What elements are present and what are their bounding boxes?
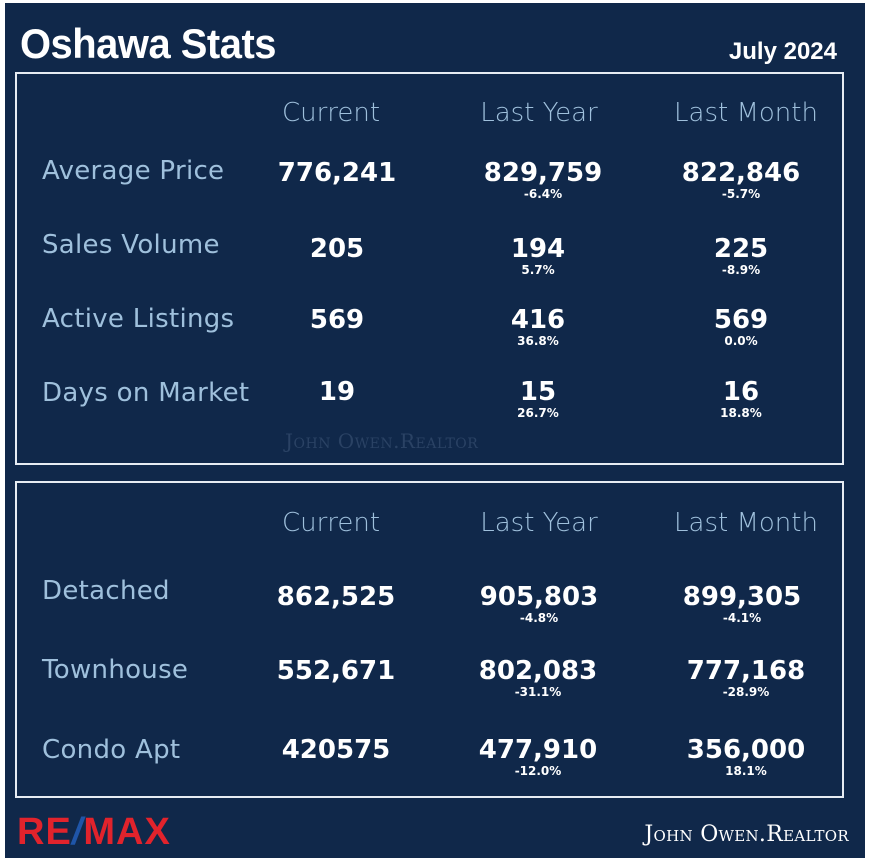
average-price-current: 776,241 (277, 158, 397, 188)
row-label-condo-apt: Condo Apt (42, 735, 181, 765)
townhouse-last-year: 802,083 -31.1% (478, 656, 598, 699)
row-label-townhouse: Townhouse (42, 655, 189, 685)
row-label-days-on-market: Days on Market (42, 378, 250, 408)
active-listings-current: 569 (309, 305, 365, 335)
average-price-last-year: 829,759 -6.4% (483, 158, 603, 201)
stats-card (5, 3, 865, 858)
days-on-market-last-year: 15 26.7% (517, 377, 559, 420)
column-header-last-month-2: Last Month (674, 508, 818, 538)
detached-current: 862,525 (276, 582, 396, 612)
detached-last-month: 899,305 -4.1% (682, 582, 802, 625)
active-listings-last-year: 416 36.8% (510, 305, 566, 348)
column-header-last-year-2: Last Year (480, 508, 598, 538)
property-types-panel (15, 481, 844, 798)
market-stats-panel (15, 72, 844, 465)
column-header-current: Current (281, 98, 381, 128)
townhouse-current: 552,671 (276, 656, 396, 686)
sales-volume-current: 205 (309, 234, 365, 264)
condo-apt-last-year: 477,910 -12.0% (478, 735, 598, 778)
row-label-detached: Detached (42, 576, 170, 606)
days-on-market-last-month: 16 18.8% (720, 377, 762, 420)
row-label-active-listings: Active Listings (42, 304, 235, 334)
report-date: July 2024 (728, 38, 837, 65)
column-header-current-2: Current (281, 508, 381, 538)
column-header-last-month: Last Month (674, 98, 818, 128)
days-on-market-current: 19 (318, 377, 356, 407)
active-listings-last-month: 569 0.0% (713, 305, 769, 348)
condo-apt-current: 420575 (281, 735, 391, 765)
townhouse-last-month: 777,168 -28.9% (686, 656, 806, 699)
detached-last-year: 905,803 -4.8% (479, 582, 599, 625)
row-label-sales-volume: Sales Volume (42, 230, 220, 260)
sales-volume-last-year: 194 5.7% (510, 234, 566, 277)
average-price-last-month: 822,846 -5.7% (681, 158, 801, 201)
page-title: Oshawa Stats (20, 20, 276, 67)
column-header-last-year: Last Year (480, 98, 598, 128)
remax-logo: RE/MAX (17, 811, 171, 853)
condo-apt-last-month: 356,000 18.1% (686, 735, 806, 778)
row-label-average-price: Average Price (42, 156, 225, 186)
watermark-text: John Owen.Realtor (285, 429, 479, 453)
realtor-brand: John Owen.Realtor (644, 822, 849, 847)
sales-volume-last-month: 225 -8.9% (713, 234, 769, 277)
